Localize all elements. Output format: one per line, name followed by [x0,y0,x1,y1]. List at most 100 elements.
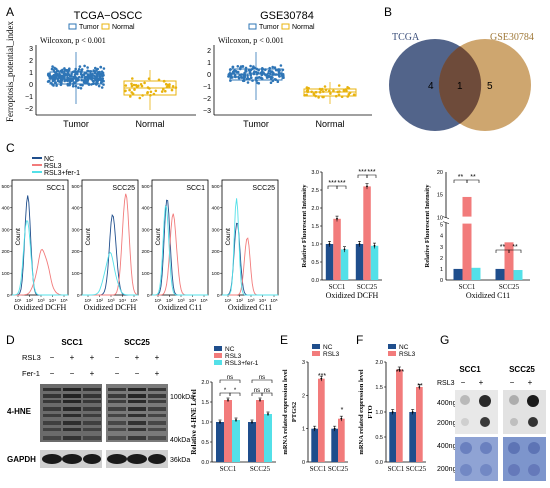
jitter-point [164,89,167,93]
blot-gapdh [40,450,168,468]
blot-band [83,394,101,398]
bar-ytick: 2 [302,393,305,399]
jitter-point [312,92,316,96]
jitter-point [73,73,77,77]
bar-point [267,413,269,415]
bar-ylabel: Relative Fluorescent Intensity [301,184,308,268]
panel-a2-ytick: 1 [207,60,211,67]
jitter-point [337,84,341,87]
jitter-point [229,74,233,77]
histogram-curve [82,251,138,296]
blot-band [63,407,81,411]
treatment-sign: + [155,353,160,362]
histogram-xtick: 10³ [108,298,115,304]
jitter-point [143,81,146,85]
panel-a2-xcat: Normal [315,119,344,129]
treatment-sign: + [90,353,95,362]
bar-rsl3-fer-1 [513,270,523,280]
legend-swatch [388,351,396,356]
jitter-point [84,78,87,82]
bar-ytick: 1.0 [375,410,383,416]
bar-ytick: 3 [440,245,443,251]
blot-band [83,414,101,417]
bar-nc [355,244,364,280]
significance-label: ** [417,383,423,390]
jitter-point [130,82,133,86]
jitter-point [149,90,153,94]
dot-sign: + [528,378,533,387]
histogram-ytick: 400 [141,206,149,212]
panel-c-legend: NC RSL3 RSL3+fer-1 [32,156,80,177]
jitter-point [306,89,310,92]
bar-ytick: 2.0 [201,380,209,386]
bar-nc [409,412,416,462]
histogram-ytick: 400 [211,206,219,212]
jitter-point [231,65,235,69]
jitter-point [61,68,64,72]
panel-a1-legend-tumor-swatch [68,23,77,30]
bar-rsl3 [504,242,514,280]
jitter-point [260,77,264,80]
bar-nc [453,268,463,280]
jitter-point [154,89,158,93]
bar-category: SCC25 [250,465,271,473]
jitter-point [138,96,142,100]
bar-ytick: 1 [440,267,443,273]
bar-point [366,185,368,188]
histogram-ytick: 300 [71,227,79,233]
bar-ytick: 1 [302,427,305,433]
panel-a2-legend-normal-swatch [281,23,290,30]
jitter-point [346,86,349,89]
dot-header-scc1: SCC1 [459,365,481,374]
panel-a2-legend-tumor-swatch [248,23,257,30]
jitter-point [267,69,271,73]
panel-a2-plot-area: 2 1 0 −1 −2 −3 [203,45,372,116]
panel-a2-legend-normal: Normal [292,24,315,31]
jitter-point [81,84,84,87]
bar-point [328,243,331,245]
panel-a2-legend-tumor: Tumor [259,24,280,31]
blot-band [108,428,126,431]
bar-ytick: 2 [440,256,443,262]
jitter-point [167,83,170,87]
jitter-point [54,73,58,77]
legend-label: RSL3+fer-1 [225,360,259,367]
jitter-point [80,75,84,78]
dot-header-scc25: SCC25 [509,365,535,374]
histogram-ylabel: Count [225,228,232,246]
blot-band [128,394,146,398]
significance-label: ns [227,375,233,381]
significance-label: ** [458,174,464,181]
jitter-point [66,83,70,87]
histogram-xtick: 10¹ [155,298,162,304]
jitter-point [245,70,248,73]
blot-header-scc1: SCC1 [61,338,83,347]
significance-label: *** [318,373,326,380]
histogram-xtick: 10⁵ [200,298,207,304]
significance-label: *** [337,180,345,187]
histogram-4: SCC25 500 400 300 200 100 0 10¹ 10² 10³ 10⁴ 10⁵Oxid… [211,179,279,312]
histogram-xtick: 10² [26,298,33,304]
bar-ytick: 10 [437,215,443,221]
jitter-point [94,78,98,81]
treatment-sign: + [135,353,140,362]
histogram-ytick: 500 [71,184,79,190]
jitter-point [99,78,102,81]
jitter-point [70,72,73,76]
panel-a1-xcat: Normal [135,119,164,129]
jitter-point [70,79,73,83]
jitter-point [240,76,243,79]
bar-ylabel: Relative Fluorescent Intensity [424,184,431,268]
legend-label: NC [225,346,235,353]
bar-ytick: 0.5 [375,435,383,441]
treatment-sign: − [115,369,120,378]
blot-band [148,421,166,425]
jitter-point [86,79,90,82]
jitter-point [241,65,245,68]
legend-swatch [388,344,396,349]
histogram-xtick: 10² [166,298,173,304]
jitter-point [157,78,161,82]
jitter-point [102,67,106,70]
bar-nc [311,428,318,462]
